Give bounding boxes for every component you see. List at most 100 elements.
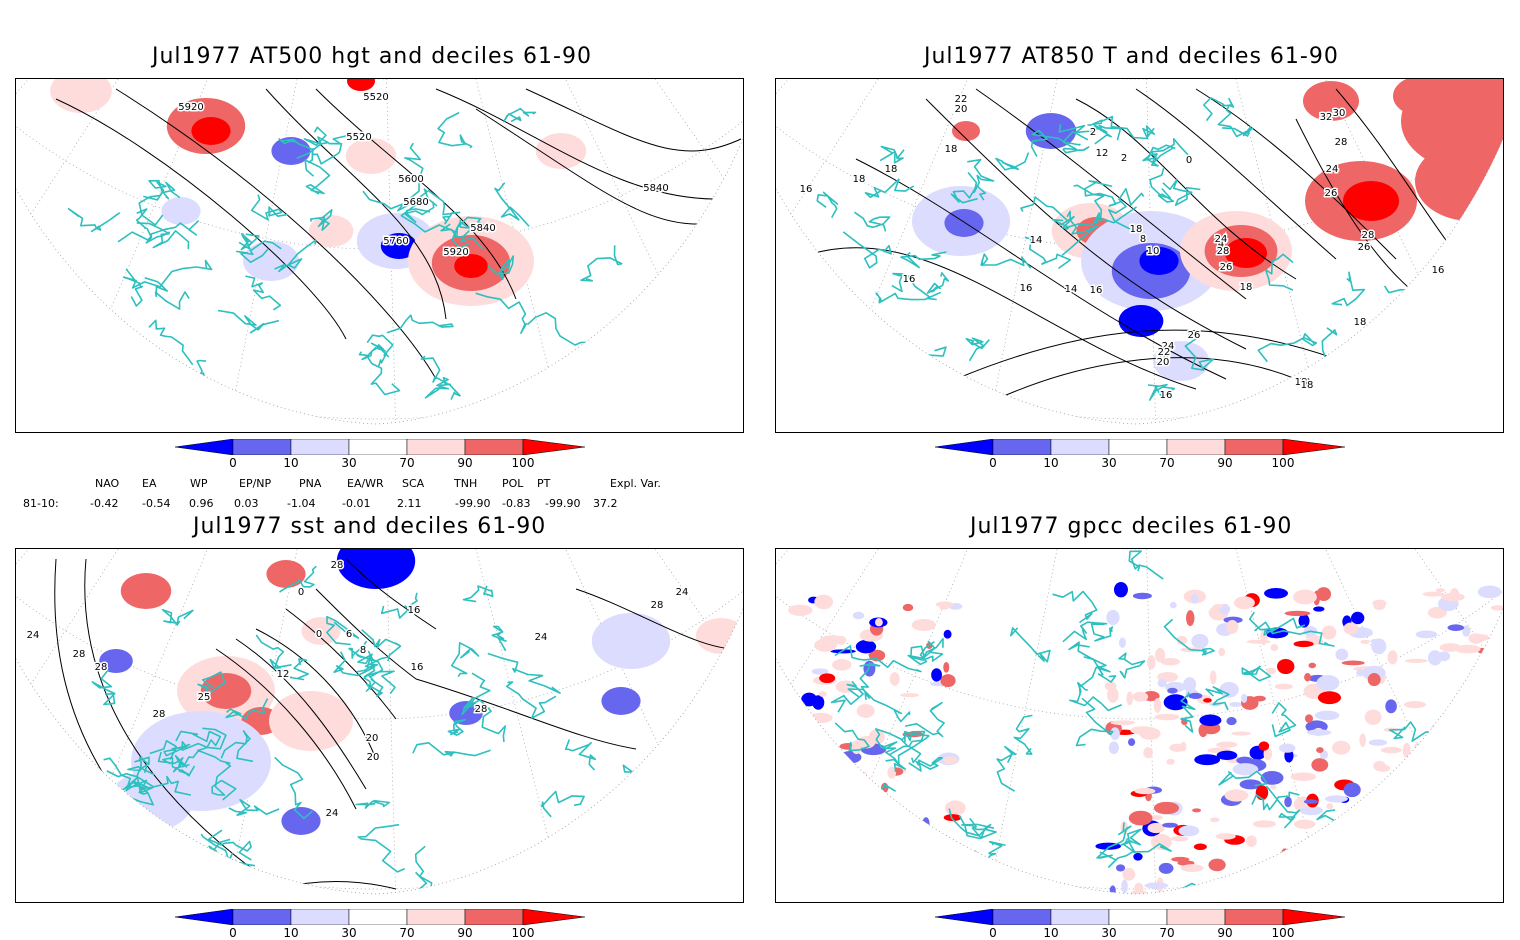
- coastline: [950, 185, 987, 204]
- precip-decile-speck: [910, 895, 928, 900]
- decile-anomaly-area: [1401, 79, 1503, 171]
- precip-decile-speck: [1489, 772, 1497, 789]
- coastline: [420, 355, 461, 400]
- precip-decile-speck: [1334, 894, 1356, 899]
- coastline: [1357, 400, 1388, 424]
- coastline: [348, 640, 374, 661]
- coastline: [1251, 791, 1300, 811]
- contour-label: 6: [346, 629, 352, 640]
- precip-decile-speck: [1343, 622, 1359, 635]
- coastline: [245, 275, 282, 311]
- coastline: [1149, 167, 1175, 203]
- contour-label: 5760: [383, 236, 408, 247]
- precip-decile-speck: [856, 771, 868, 781]
- contour-label: 5920: [178, 102, 203, 113]
- precip-decile-speck: [1203, 698, 1212, 703]
- contour-label: 24: [1215, 234, 1228, 245]
- coastline: [133, 369, 164, 416]
- coastline: [1369, 344, 1400, 360]
- contour-label: 10: [1147, 246, 1160, 257]
- precip-decile-speck: [851, 740, 862, 755]
- coastline: [864, 178, 915, 199]
- precip-decile-speck: [1432, 724, 1456, 730]
- coastline: [1062, 141, 1090, 154]
- precip-decile-speck: [1314, 835, 1324, 842]
- precip-decile-speck: [1310, 893, 1317, 894]
- coastline: [157, 751, 188, 768]
- precip-decile-speck: [797, 796, 815, 809]
- isoline: [55, 98, 347, 340]
- coastline: [580, 245, 623, 282]
- precip-decile-speck: [1356, 669, 1365, 677]
- isoline: [115, 88, 437, 380]
- panel-title-t850: Jul1977 AT850 T and deciles 61-90: [924, 44, 1339, 69]
- contour-label: 26: [1325, 188, 1338, 199]
- precip-decile-speck: [1260, 771, 1284, 785]
- colorbar-segment: [348, 909, 408, 925]
- precip-decile-speck: [1387, 650, 1398, 665]
- coastline: [103, 757, 148, 795]
- coastline: [326, 615, 360, 646]
- coastline: [853, 211, 891, 232]
- precip-decile-speck: [1361, 875, 1375, 889]
- contour-label: 18: [1354, 317, 1367, 328]
- precip-decile-speck: [1424, 763, 1441, 775]
- contour-label: 16: [1020, 283, 1033, 294]
- precip-decile-speck: [1243, 867, 1254, 874]
- contour-label: 20: [366, 733, 379, 744]
- precip-decile-speck: [1104, 681, 1117, 691]
- precip-decile-speck: [1350, 611, 1365, 625]
- colorbar-segment: [1224, 439, 1284, 455]
- precip-decile-speck: [832, 842, 858, 853]
- coastline: [908, 757, 943, 772]
- decile-anomaly-area: [695, 618, 743, 654]
- index-header: POL: [502, 477, 524, 490]
- precip-decile-speck: [1475, 839, 1491, 848]
- precip-decile-speck: [1293, 819, 1316, 829]
- colorbar-tick-label: 90: [457, 926, 473, 940]
- contour-label: 30: [1333, 108, 1346, 119]
- precip-decile-speck: [1462, 625, 1471, 637]
- contour-label: 4: [1218, 239, 1224, 250]
- precip-decile-speck: [1403, 798, 1421, 810]
- coastline: [948, 808, 992, 839]
- coastline: [885, 730, 930, 766]
- precip-decile-speck: [935, 601, 954, 608]
- precip-decile-speck: [1386, 804, 1407, 811]
- precip-decile-speck: [1191, 593, 1199, 604]
- coastline: [851, 351, 910, 365]
- index-header: PT: [537, 477, 551, 490]
- precip-decile-speck: [1480, 752, 1494, 764]
- decile-anomaly-area: [99, 649, 133, 673]
- precip-decile-speck: [900, 693, 919, 698]
- precip-decile-speck: [1338, 829, 1348, 837]
- precip-decile-speck: [1470, 634, 1490, 642]
- coastline: [355, 799, 391, 809]
- precip-decile-speck: [1493, 901, 1503, 902]
- precip-decile-speck: [1447, 624, 1465, 631]
- coastline: [403, 201, 435, 223]
- index-value: -99.90: [455, 497, 491, 510]
- precip-decile-speck: [1109, 885, 1116, 894]
- graticule-meridian: [375, 549, 743, 894]
- coastline: [274, 756, 313, 820]
- coastline: [83, 378, 168, 424]
- precip-decile-speck: [1300, 805, 1323, 816]
- precip-decile-speck: [1246, 639, 1271, 644]
- precip-decile-speck: [1278, 743, 1296, 753]
- precip-decile-speck: [1380, 746, 1403, 754]
- coastline: [980, 253, 1032, 269]
- precip-decile-speck: [1277, 658, 1295, 675]
- precip-decile-speck: [1163, 694, 1188, 711]
- coastline: [1450, 775, 1487, 800]
- coastline: [1180, 692, 1196, 733]
- precip-decile-speck: [832, 659, 852, 671]
- precip-decile-speck: [861, 841, 887, 855]
- colorbar-segment: [1224, 909, 1284, 925]
- coastline: [51, 808, 124, 858]
- isoline: [955, 329, 1337, 380]
- coastline: [190, 377, 215, 403]
- contour-label: 5520: [363, 92, 388, 103]
- coastline: [802, 353, 854, 387]
- precip-decile-speck: [1107, 687, 1119, 703]
